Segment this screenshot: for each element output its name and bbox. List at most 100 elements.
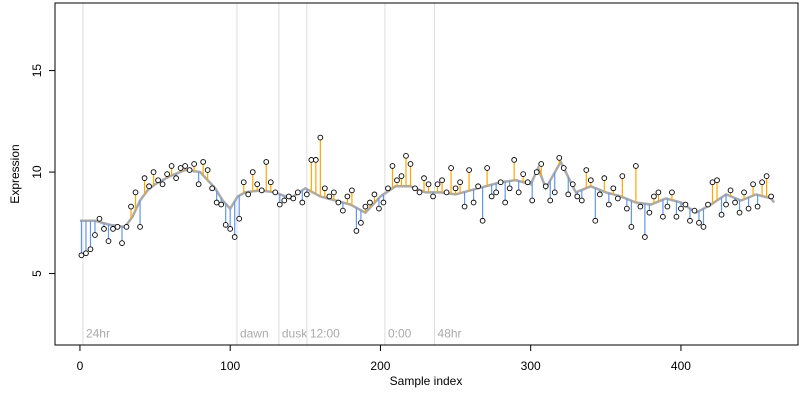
point [605, 201, 612, 208]
point [105, 238, 112, 244]
point [371, 191, 378, 198]
point [759, 179, 765, 186]
x-tick-label: 400 [671, 359, 691, 373]
point [87, 246, 94, 253]
point [245, 191, 252, 198]
point [678, 205, 684, 212]
point [249, 169, 256, 175]
point [592, 217, 599, 224]
point [182, 163, 188, 169]
point [439, 177, 445, 184]
point [624, 205, 630, 212]
point [556, 155, 563, 161]
point [294, 189, 301, 196]
point [403, 152, 409, 159]
point [367, 199, 373, 206]
marker-label: 24hr [86, 327, 110, 341]
point [619, 173, 626, 179]
y-tick-label: 10 [30, 165, 44, 179]
point [299, 199, 306, 206]
point [128, 203, 134, 210]
point [312, 157, 319, 163]
point [177, 165, 184, 171]
x-axis-title: Sample index [390, 374, 463, 388]
point [732, 199, 738, 206]
point [92, 232, 98, 238]
point [533, 169, 540, 175]
point [696, 219, 702, 226]
point [349, 187, 355, 194]
point [736, 209, 743, 216]
point [303, 191, 310, 198]
x-tick-label: 100 [220, 359, 240, 373]
x-tick-label: 0 [77, 359, 84, 373]
point [123, 224, 130, 230]
point [209, 185, 216, 192]
point [669, 189, 675, 196]
point [358, 219, 364, 226]
point [155, 177, 161, 184]
point [745, 205, 752, 212]
point [263, 159, 270, 165]
point [700, 224, 707, 230]
point [646, 209, 653, 216]
point [443, 189, 450, 196]
point [560, 165, 567, 171]
point [425, 181, 432, 188]
point [578, 197, 585, 204]
point [574, 193, 581, 200]
point [551, 189, 558, 196]
point [78, 252, 85, 259]
point [614, 195, 621, 202]
point [421, 175, 427, 182]
point [461, 203, 468, 210]
point [119, 240, 125, 246]
point [218, 201, 225, 208]
point [727, 187, 734, 194]
point [452, 185, 459, 192]
point [389, 163, 396, 169]
point [407, 161, 414, 167]
point [276, 201, 283, 208]
point [529, 197, 536, 204]
point [484, 165, 490, 171]
point [254, 181, 261, 188]
point [281, 197, 288, 204]
point [317, 134, 324, 141]
point [750, 181, 756, 188]
point [754, 203, 761, 210]
y-tick-label: 5 [30, 270, 44, 277]
point [691, 207, 698, 214]
point [335, 199, 342, 206]
point [547, 197, 554, 204]
point [353, 228, 360, 234]
fit-line [79, 159, 776, 229]
point [601, 175, 608, 182]
point [340, 207, 346, 214]
point [709, 179, 716, 186]
point [687, 217, 693, 224]
point [150, 169, 157, 175]
point [651, 193, 657, 200]
point [587, 177, 594, 184]
point [173, 175, 179, 182]
point [204, 167, 211, 173]
point [326, 193, 333, 200]
point [511, 157, 518, 163]
point [290, 195, 297, 202]
point [569, 181, 576, 188]
point [542, 183, 549, 190]
point [322, 185, 328, 192]
point [583, 167, 590, 173]
point [565, 191, 572, 198]
point [515, 189, 522, 196]
point [412, 185, 418, 192]
point [380, 199, 387, 206]
point [416, 189, 423, 196]
point [137, 224, 143, 230]
point [660, 213, 666, 220]
point [227, 226, 234, 232]
point [331, 189, 337, 196]
point [642, 234, 648, 240]
